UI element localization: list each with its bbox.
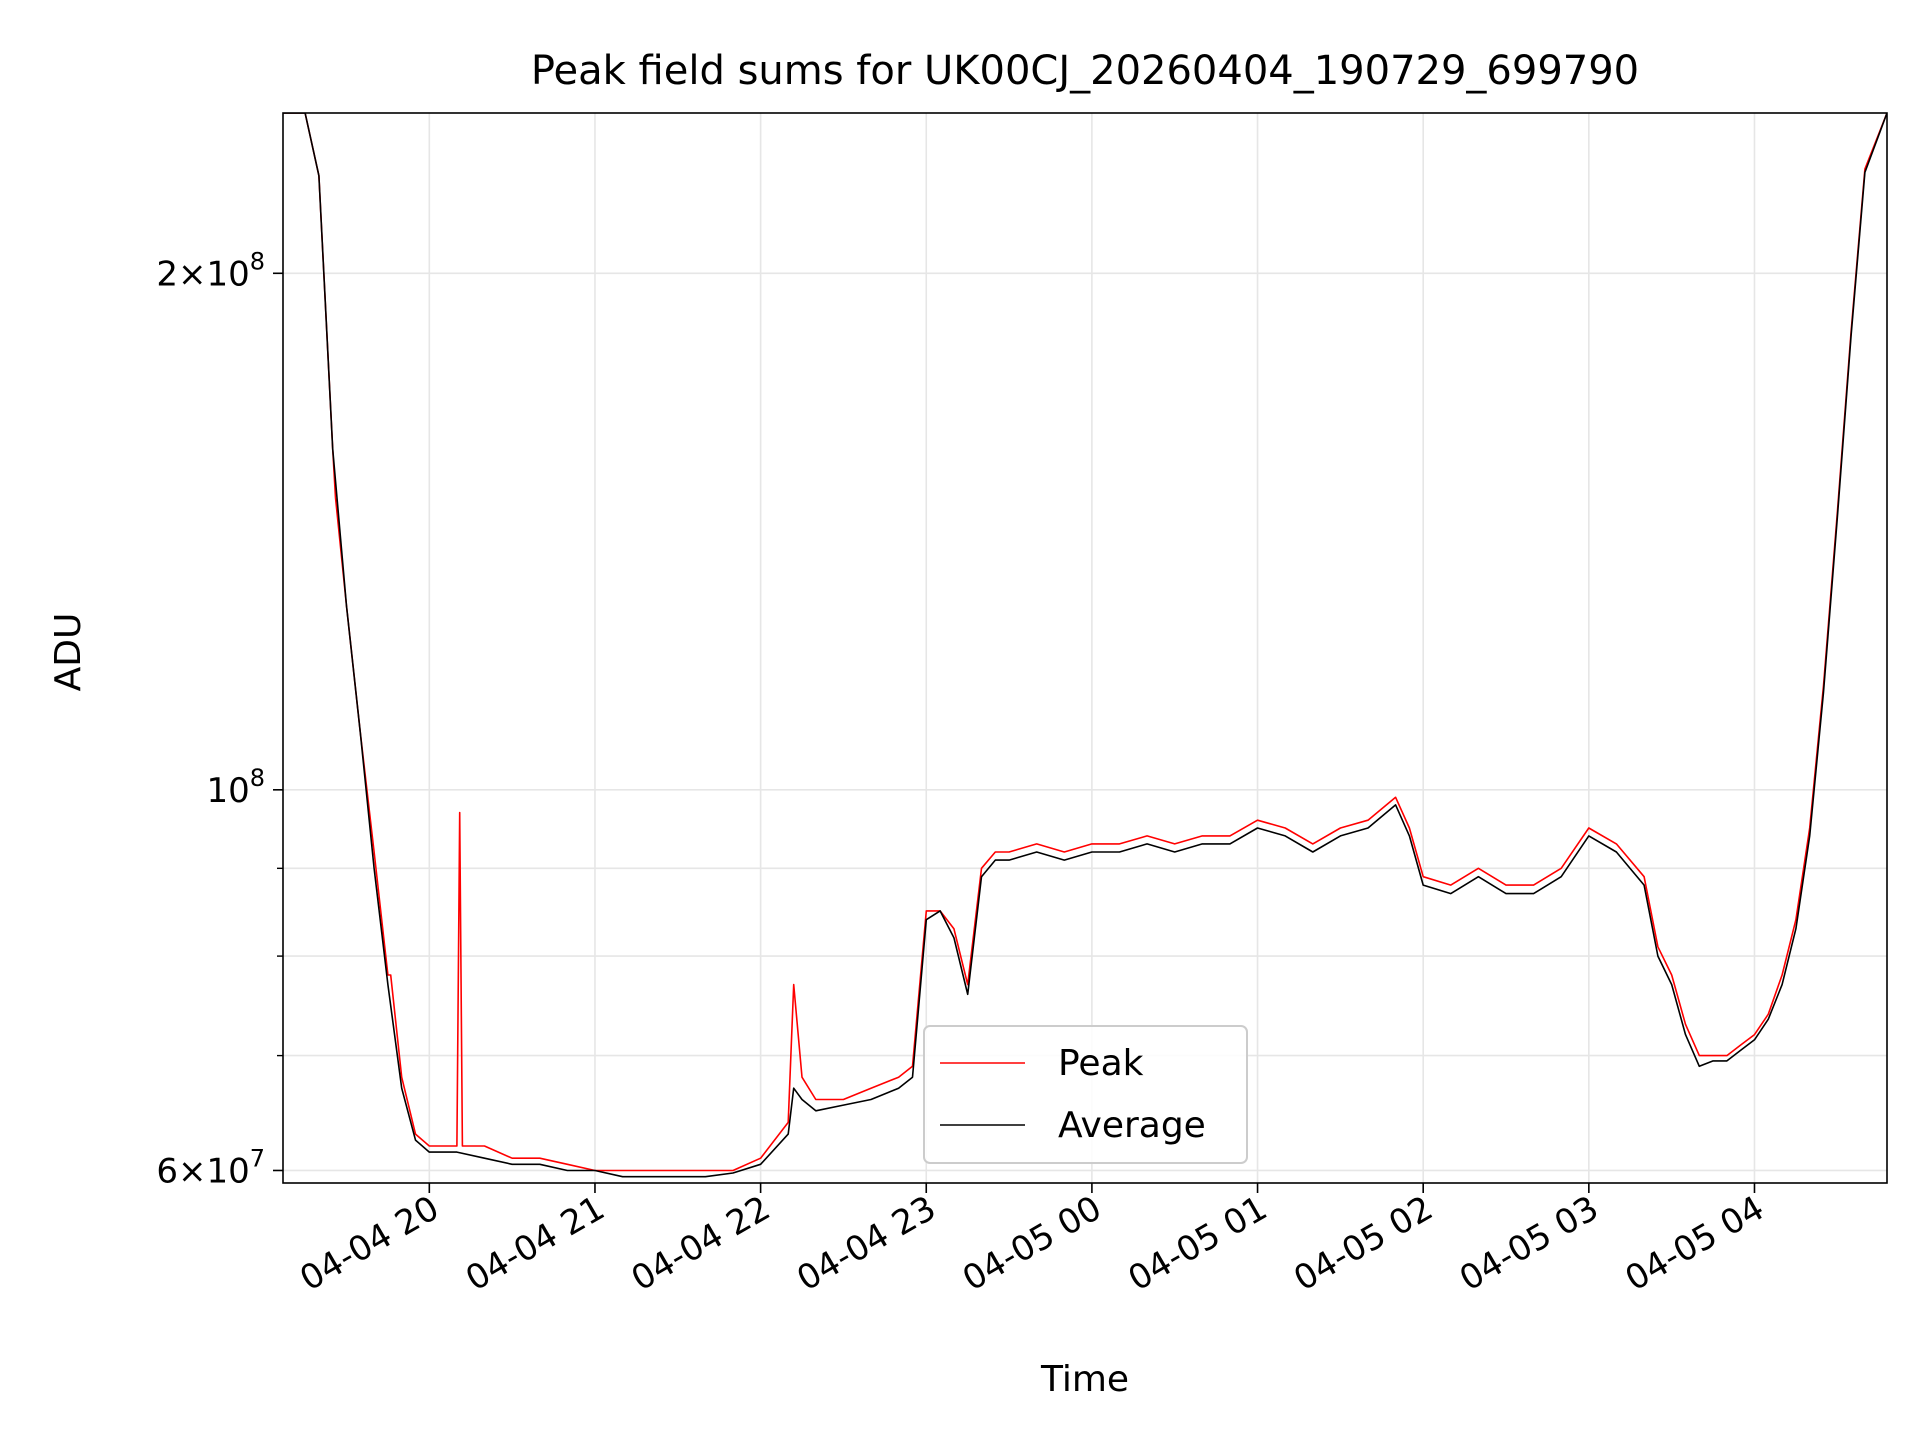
y-axis-label: ADU [48,613,89,692]
series-line-average [283,113,1887,1178]
series-line-peak [283,113,1887,1172]
y-tick-exponent: 8 [250,247,265,275]
y-tick-base: 6×10 [156,1151,249,1191]
legend-box [923,1025,1248,1164]
y-tick-label: 2×108 [156,247,265,294]
chart-title: Peak field sums for UK00CJ_20260404_1907… [531,48,1639,94]
y-tick-label: 108 [206,764,265,811]
plot-area-frame [282,112,1888,1184]
x-axis-label: Time [1040,1359,1129,1400]
legend-label-peak: Peak [1058,1043,1144,1084]
y-tick-base: 2×10 [156,254,249,294]
legend-label-average: Average [1058,1105,1206,1146]
series-layer [283,113,1887,1178]
y-tick-label: 6×107 [156,1144,265,1191]
legend: Peak Average [923,1025,1248,1164]
y-tick-exponent: 7 [250,1144,265,1172]
y-tick-exponent: 8 [250,764,265,792]
y-tick-base: 10 [206,771,249,811]
